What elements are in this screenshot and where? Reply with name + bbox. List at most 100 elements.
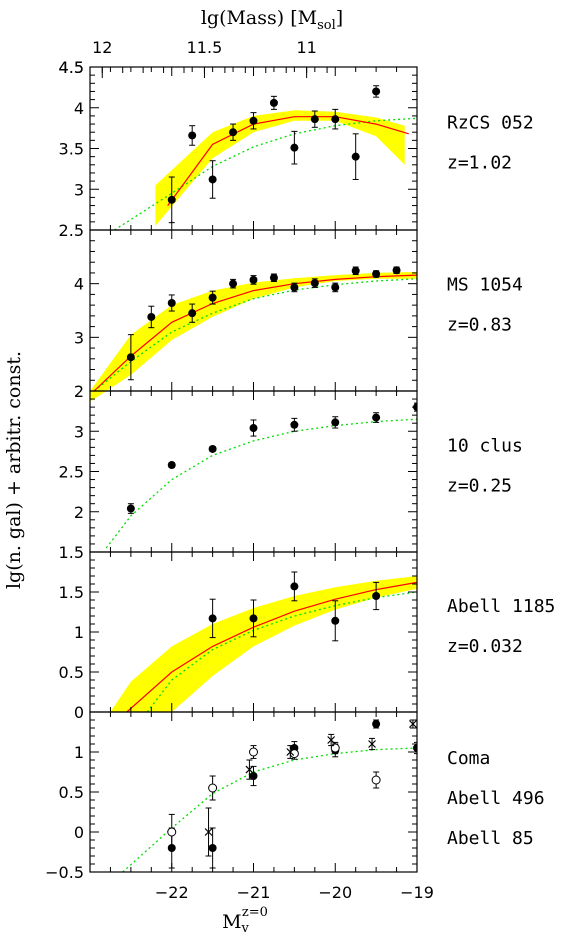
data-point — [331, 283, 340, 292]
y-tick-label: 4 — [74, 99, 84, 118]
reference-curve — [146, 591, 417, 713]
confidence-band — [110, 576, 417, 712]
reference-curve — [114, 117, 417, 231]
panel-frame — [89, 66, 418, 231]
data-point — [249, 116, 258, 125]
data-point — [249, 614, 258, 623]
fit-curve — [126, 581, 417, 713]
panel-4: 0 0.5 1 1.5 Abell 1185 z=0.032 — [59, 551, 555, 722]
data-point — [269, 98, 278, 107]
data-point — [290, 283, 299, 292]
fit-curve — [167, 116, 409, 206]
y-tick-label: 0.5 — [59, 663, 84, 682]
y-tick-label: 2 — [74, 503, 84, 522]
data-point-cross — [408, 720, 417, 728]
y-tick-label: 3 — [74, 422, 84, 441]
y-tick-label: 1.5 — [59, 543, 84, 562]
data-point — [188, 309, 197, 318]
y-tick-label: 2.5 — [59, 221, 84, 240]
data-point-cross — [368, 740, 376, 748]
y-tick-label: 1.5 — [59, 583, 84, 602]
reference-curve — [93, 278, 417, 392]
x-axis-title-sup: z=0 — [242, 905, 268, 920]
y-tick-label: 4.5 — [59, 58, 84, 77]
panel-frame — [89, 711, 418, 873]
data-point — [331, 616, 340, 625]
x-axis-title-main: M — [222, 911, 241, 933]
data-point — [249, 424, 258, 433]
data-point — [126, 353, 135, 362]
data-point-open — [208, 783, 218, 793]
panel-name-label: Abell 85 — [447, 828, 534, 849]
top-axis-tick-label: 11.5 — [187, 38, 223, 57]
top-axis-tick-label: 12 — [92, 38, 112, 57]
x-tick-label: −21 — [237, 883, 271, 902]
data-point-cross — [204, 828, 213, 836]
panel-redshift-label: z=0.25 — [447, 476, 512, 497]
y-tick-label: 3.5 — [59, 140, 84, 159]
data-point-open — [371, 775, 381, 785]
data-point — [372, 87, 381, 96]
data-point — [208, 614, 217, 623]
data-point — [126, 504, 135, 513]
y-tick-label: 1 — [74, 623, 84, 642]
data-point — [290, 143, 299, 152]
confidence-band — [90, 271, 417, 402]
panel-5-plot-area — [122, 719, 417, 872]
panel-name-label: 10 clus — [447, 436, 523, 457]
data-point — [208, 844, 217, 852]
data-point — [208, 175, 217, 184]
panel-name-label: Abell 496 — [447, 788, 545, 809]
fit-curve — [93, 274, 417, 392]
top-axis-tick-label: 11 — [296, 38, 316, 57]
data-point — [229, 279, 238, 288]
data-point — [392, 266, 401, 275]
panel-2-plot-area — [90, 266, 417, 402]
data-point-cross — [327, 736, 336, 744]
data-point — [331, 115, 340, 124]
panel-name-label: Coma — [447, 748, 490, 769]
data-point — [372, 592, 381, 600]
y-tick-label: 2 — [74, 382, 84, 401]
y-tick-label: 0.5 — [59, 783, 84, 802]
y-tick-label: 3 — [74, 180, 84, 199]
y-tick-label: 0 — [74, 703, 84, 722]
panel-3: 1.5 2 2.5 3 10 clus z=0.25 — [59, 390, 523, 562]
x-tick-label: −22 — [155, 883, 189, 902]
panel-4-plot-area — [110, 571, 417, 713]
panel-redshift-label: z=1.02 — [447, 153, 512, 174]
x-axis-title: Mvz=0 — [222, 905, 268, 936]
panel-name-label: MS 1054 — [447, 275, 523, 296]
panel-redshift-label: z=0.032 — [447, 636, 523, 657]
panel-frame — [89, 390, 418, 553]
data-point — [290, 420, 299, 429]
panel-redshift-label: z=0.83 — [447, 315, 512, 336]
data-point — [167, 461, 176, 470]
top-axis-title-end: ] — [336, 7, 343, 29]
panel-1-plot-area — [114, 85, 417, 231]
data-point — [351, 266, 360, 275]
y-tick-label: 2.5 — [59, 463, 84, 482]
data-point-open — [249, 747, 258, 757]
data-point-cross — [245, 765, 254, 774]
confidence-band — [155, 110, 405, 226]
y-tick-label: 4.5 — [59, 58, 84, 77]
y-tick-label: 0 — [74, 823, 84, 842]
data-point — [167, 298, 176, 307]
data-point — [351, 152, 360, 161]
data-point-open — [167, 827, 177, 837]
data-point-cross — [286, 748, 295, 756]
panel-name-label: RzCS 052 — [447, 113, 534, 134]
x-tick-label: −19 — [400, 883, 434, 902]
data-point — [188, 131, 197, 140]
panel-3-plot-area — [105, 402, 417, 549]
data-point — [310, 115, 319, 124]
data-point — [249, 275, 258, 284]
data-point — [372, 720, 381, 728]
y-tick-label: 1 — [74, 743, 84, 762]
reference-curve — [122, 747, 417, 872]
y-tick-label: 4 — [74, 275, 84, 294]
